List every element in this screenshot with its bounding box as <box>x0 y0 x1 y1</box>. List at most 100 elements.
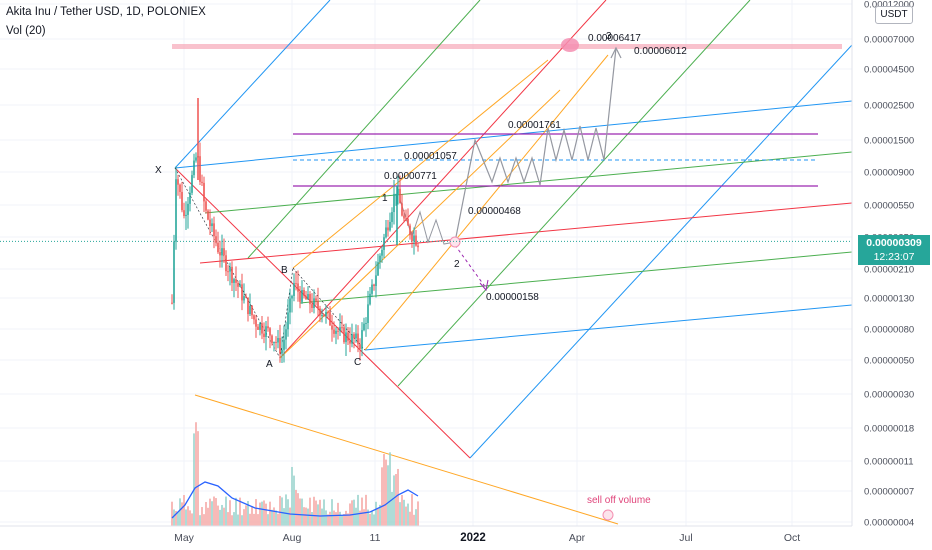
candle-body <box>205 201 207 211</box>
price-axis[interactable]: 0.00012000 0.00007000 0.00004500 0.00002500… <box>864 0 914 529</box>
volume-bar <box>375 501 377 526</box>
wave-label: A <box>266 359 273 370</box>
price-tick-label: 0.00007000 <box>864 35 914 46</box>
candle-body <box>299 291 301 302</box>
price-tick-label: 0.00000011 <box>864 457 914 468</box>
price-tick-label: 0.00000018 <box>864 424 914 435</box>
volume-bar <box>415 509 417 526</box>
candle-body <box>401 203 403 216</box>
volume-bar <box>291 466 293 526</box>
volume-bar <box>303 507 305 526</box>
volume-bar <box>401 494 403 526</box>
candle-body <box>303 290 305 296</box>
volume-bar <box>173 509 175 526</box>
candle-body <box>259 323 261 330</box>
volume-bar <box>367 509 369 526</box>
volume-bar <box>377 507 379 526</box>
candle-body <box>365 322 367 324</box>
candle-body <box>327 311 329 313</box>
volume-bar <box>319 499 321 526</box>
level-label: 0.00006012 <box>634 46 687 57</box>
volume-bar <box>395 474 397 526</box>
volume-bar <box>289 507 291 526</box>
candle-body <box>239 284 241 287</box>
volume-bar <box>205 501 207 526</box>
volume-bar <box>189 510 191 526</box>
candle-body <box>309 294 311 305</box>
candle-body <box>219 252 221 256</box>
plot-area[interactable] <box>0 0 852 526</box>
candle-body <box>257 326 259 330</box>
volume-bar <box>317 504 319 526</box>
candle-body <box>171 302 173 304</box>
volume-bar <box>171 501 173 526</box>
candle-body <box>209 219 211 227</box>
wave-label: 2 <box>454 259 460 270</box>
volume-bar <box>417 501 419 526</box>
wave-label: X <box>155 165 162 176</box>
currency-button[interactable]: USDT <box>875 6 913 24</box>
candle-body <box>201 181 203 183</box>
candle-body <box>251 305 253 316</box>
volume-bar <box>399 502 401 526</box>
candle-body <box>393 193 395 213</box>
volume-bar <box>243 509 245 526</box>
volume-bar <box>257 514 259 526</box>
level-label: 0.00000158 <box>486 292 539 303</box>
candle-body <box>275 342 277 344</box>
candle-body <box>315 298 317 301</box>
pitchfork-green-rise-1 <box>247 0 481 259</box>
candle-body <box>307 294 309 300</box>
volume-bar <box>413 514 415 526</box>
volume-bars <box>171 422 419 526</box>
orange-channel-projection <box>364 54 609 351</box>
level-label: 0.00006417 <box>588 33 641 44</box>
candle-body <box>403 215 405 219</box>
price-tick-label: 0.00000050 <box>864 356 914 367</box>
candle-body <box>183 210 185 216</box>
candle-body <box>345 332 347 343</box>
candle-body <box>387 227 389 231</box>
candle-body <box>181 191 183 211</box>
volume-bar <box>355 507 357 526</box>
candle-body <box>413 235 415 242</box>
candle-body <box>389 221 391 231</box>
volume-bar <box>267 514 269 526</box>
volume-bar <box>351 500 353 526</box>
candle-body <box>245 296 247 298</box>
price-tick-label: 0.00001500 <box>864 136 914 147</box>
volume-bar <box>371 511 373 526</box>
candle-body <box>311 304 313 309</box>
level-label: 0.00000771 <box>384 171 437 182</box>
volume-bar <box>209 498 211 526</box>
volume-bar <box>393 475 395 526</box>
time-tick-label: Aug <box>283 532 302 544</box>
time-axis[interactable]: May Aug 11 2022 Apr Jul Oct <box>174 532 800 544</box>
volume-bar <box>197 431 199 526</box>
volume-ma-line <box>171 481 419 519</box>
candle-body <box>261 323 263 334</box>
candle-body <box>173 241 175 303</box>
candle-body <box>293 283 295 296</box>
volume-bar <box>379 504 381 526</box>
volume-bar <box>179 498 181 526</box>
volume-bar <box>269 501 271 526</box>
volume-bar <box>195 422 197 526</box>
candle-body <box>373 284 375 287</box>
candle-body <box>383 237 385 250</box>
volume-bar <box>213 496 215 526</box>
wave-label: C <box>354 357 361 368</box>
volume-indicator-label[interactable]: Vol (20) <box>6 25 46 37</box>
candle-body <box>225 255 227 272</box>
drop-projection <box>454 244 487 289</box>
candle-body <box>325 311 327 317</box>
volume-bar <box>353 499 355 526</box>
candle-body <box>349 340 351 344</box>
level-label: 0.00000468 <box>468 206 521 217</box>
level-label: 0.00001057 <box>404 151 457 162</box>
volume-bar <box>329 511 331 526</box>
candle-body <box>241 284 243 301</box>
volume-bar <box>271 509 273 526</box>
candle-body <box>353 334 355 339</box>
